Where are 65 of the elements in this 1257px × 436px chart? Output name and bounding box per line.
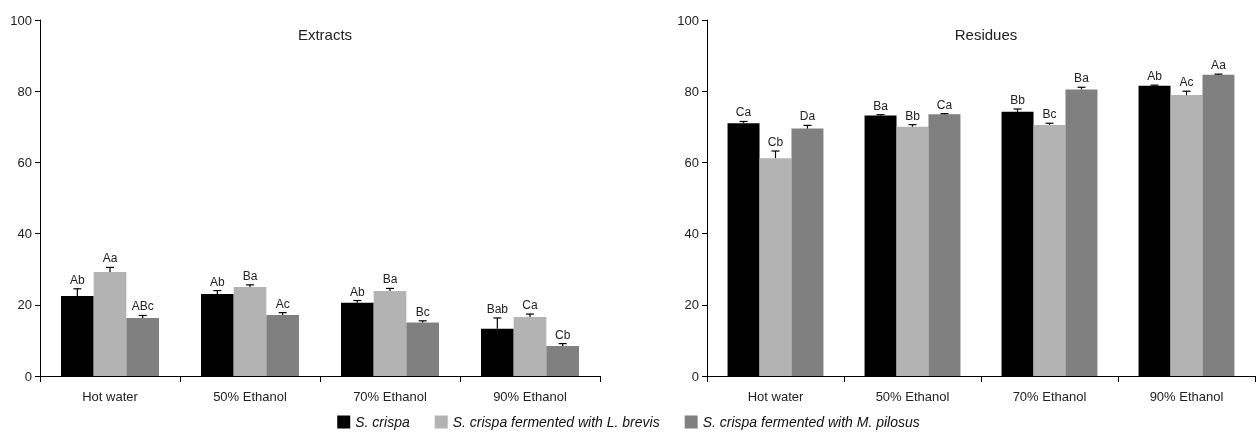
y-tick-label: 20 xyxy=(17,297,32,313)
bar xyxy=(93,272,127,376)
data-label: Cb xyxy=(554,327,571,342)
legend-label: S. crispa fermented with L. brevis xyxy=(452,414,660,430)
data-label: Ab xyxy=(1147,69,1163,84)
y-tick-label: 60 xyxy=(684,154,699,170)
data-label: Ab xyxy=(209,274,225,289)
data-label: Ba xyxy=(382,272,398,287)
y-tick-label: 80 xyxy=(17,83,32,99)
data-label: Bc xyxy=(1042,107,1057,122)
x-tick-label: 50% Ethanol xyxy=(875,389,950,404)
x-tick-label: 70% Ethanol xyxy=(353,389,427,404)
bar xyxy=(1065,89,1098,376)
x-tick-label: Hot water xyxy=(82,389,139,404)
y-tick-label: 60 xyxy=(17,154,32,170)
bar xyxy=(791,128,824,376)
data-label: Aa xyxy=(1211,58,1227,73)
bar xyxy=(373,290,407,376)
bar xyxy=(1202,74,1235,376)
x-tick-label: 90% Ethanol xyxy=(493,389,567,404)
y-tick-label: 100 xyxy=(10,12,32,28)
data-label: ABc xyxy=(131,299,154,314)
bar xyxy=(896,126,929,376)
data-label: Ca xyxy=(936,97,953,112)
bar xyxy=(546,346,579,376)
y-tick-label: 0 xyxy=(691,368,699,384)
x-tick-label: 70% Ethanol xyxy=(1012,389,1087,404)
bar xyxy=(266,315,299,376)
x-tick-label: 90% Ethanol xyxy=(1149,389,1224,404)
data-label: Bb xyxy=(1010,93,1026,107)
data-label: Ca xyxy=(735,105,752,120)
bar xyxy=(759,158,792,376)
bar xyxy=(233,287,267,376)
data-label: Aa xyxy=(102,251,118,266)
bar xyxy=(1170,95,1203,376)
chart-title: Residues xyxy=(954,26,1018,43)
bar xyxy=(513,316,547,376)
data-label: Ac xyxy=(275,296,290,311)
data-label: Ba xyxy=(242,268,258,283)
x-tick-label: 50% Ethanol xyxy=(213,389,287,404)
legend-label: S. crispa fermented with M. pilosus xyxy=(702,414,920,430)
data-label: Da xyxy=(799,109,816,124)
data-label: Bc xyxy=(415,304,430,319)
bar xyxy=(406,322,439,376)
data-label: Bb xyxy=(905,108,921,123)
bar xyxy=(928,114,961,376)
data-label: Bab xyxy=(486,301,509,316)
data-label: Ba xyxy=(1074,71,1090,86)
x-tick-label: Hot water xyxy=(747,389,804,404)
y-tick-label: 40 xyxy=(684,226,699,242)
bar xyxy=(126,317,159,376)
legend-label: S. crispa xyxy=(355,414,410,430)
chart-title: Extracts xyxy=(297,26,353,43)
data-label: Ab xyxy=(349,284,365,299)
y-tick-label: 0 xyxy=(24,368,32,384)
data-label: Ac xyxy=(1179,75,1194,90)
y-tick-label: 20 xyxy=(684,297,699,313)
data-label: Cb xyxy=(767,135,784,150)
data-label: Ba xyxy=(873,98,889,113)
y-tick-label: 80 xyxy=(684,83,699,99)
bar xyxy=(1033,125,1066,376)
data-label: Ca xyxy=(522,298,538,313)
y-tick-label: 40 xyxy=(17,226,32,242)
y-tick-label: 100 xyxy=(677,12,699,28)
data-label: Ab xyxy=(69,272,85,287)
